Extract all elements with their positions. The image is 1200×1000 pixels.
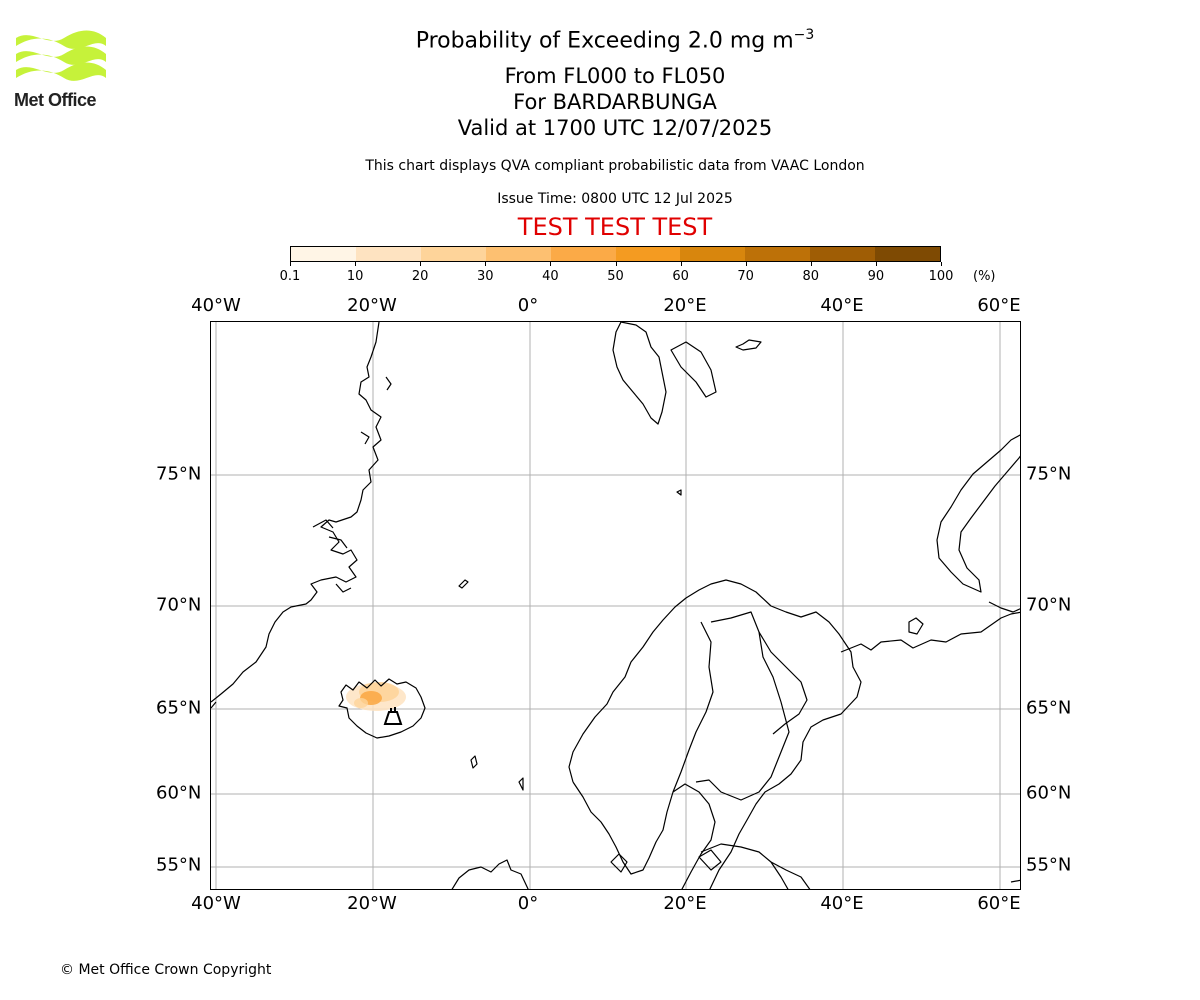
colorbar-segment <box>291 247 356 261</box>
lat-label-left: 70°N <box>156 594 202 616</box>
lat-label-right: 70°N <box>1026 594 1072 616</box>
lon-label-top: 40°E <box>820 295 864 316</box>
novaya-zemlya-coast <box>936 434 1020 593</box>
colorbar-segment <box>355 247 421 261</box>
russia-coast <box>840 611 1020 653</box>
colorbar-segment <box>420 247 486 261</box>
colorbar-tick-mark <box>550 262 552 266</box>
probability-colorbar <box>290 246 941 262</box>
valid-time: Valid at 1700 UTC 12/07/2025 <box>457 116 773 140</box>
volcano-icon <box>383 707 403 725</box>
lat-label-right: 55°N <box>1026 854 1072 876</box>
lon-label-bottom: 60°E <box>977 893 1021 914</box>
greenland-coast <box>211 322 382 703</box>
flight-level-range: From FL000 to FL050 <box>504 64 726 88</box>
lon-label-top: 60°E <box>977 295 1021 316</box>
lon-label-top: 0° <box>517 295 539 316</box>
lon-label-bottom: 20°W <box>347 893 397 914</box>
coastlines <box>211 322 1020 889</box>
lon-label-top: 20°W <box>347 295 397 316</box>
colorbar-segment <box>680 247 746 261</box>
colorbar-tick-mark <box>941 262 942 266</box>
colorbar-tick-label: 40 <box>542 269 559 284</box>
lat-label-right: 60°N <box>1026 782 1072 804</box>
colorbar-segment <box>615 247 681 261</box>
chart-title: Probability of Exceeding 2.0 mg m−3 <box>415 27 815 54</box>
colorbar-unit: (%) <box>973 269 996 284</box>
volcano-name: For BARDARBUNGA <box>513 90 717 114</box>
lat-label-left: 60°N <box>156 782 202 804</box>
colorbar-segment <box>810 247 876 261</box>
colorbar-tick-mark <box>290 262 291 266</box>
colorbar-tick-label: 50 <box>607 269 624 284</box>
copyright-notice: © Met Office Crown Copyright <box>60 962 272 978</box>
lat-label-left: 75°N <box>156 463 202 485</box>
lon-label-top: 40°W <box>191 295 241 316</box>
map-panel <box>210 321 1021 890</box>
issue-time: Issue Time: 0800 UTC 12 Jul 2025 <box>497 191 733 207</box>
colorbar-tick-mark <box>680 262 682 266</box>
colorbar-tick-label: 20 <box>411 269 429 284</box>
map-canvas <box>211 322 1020 889</box>
colorbar-segment <box>485 247 551 261</box>
colorbar-tick-label: 90 <box>867 269 885 284</box>
graticule <box>211 322 1020 889</box>
met-office-logo: Met Office <box>14 30 110 112</box>
colorbar-tick-label: 80 <box>802 269 820 284</box>
colorbar-tick-label: 30 <box>477 269 494 284</box>
colorbar-tick-label: 10 <box>346 269 364 284</box>
colorbar-tick-label: 0.1 <box>279 269 301 284</box>
met-office-waves-icon <box>16 30 106 81</box>
colorbar-tick-mark <box>420 262 422 266</box>
lon-label-top: 20°E <box>663 295 707 316</box>
colorbar-tick-mark <box>745 262 747 266</box>
iceland-coast <box>338 678 426 739</box>
colorbar-tick-mark <box>810 262 812 266</box>
lat-label-left: 55°N <box>156 854 202 876</box>
colorbar-tick-mark <box>485 262 487 266</box>
ash-probability-plume <box>346 682 406 711</box>
lon-label-bottom: 0° <box>517 893 539 914</box>
test-banner: TEST TEST TEST <box>517 213 713 241</box>
colorbar-tick-label: 70 <box>737 269 754 284</box>
colorbar-tick-mark <box>615 262 617 266</box>
colorbar-segment <box>745 247 811 261</box>
lat-label-right: 65°N <box>1026 697 1072 719</box>
colorbar-tick-label: 60 <box>672 269 689 284</box>
lon-label-bottom: 40°E <box>820 893 864 914</box>
british-isles-coast <box>451 859 529 889</box>
lat-label-left: 65°N <box>156 697 202 719</box>
chart-note: This chart displays QVA compliant probab… <box>365 158 865 174</box>
met-office-logo-text: Met Office <box>14 90 97 110</box>
colorbar-tick-mark <box>875 262 877 266</box>
colorbar-tick-mark <box>355 262 357 266</box>
svalbard-coast <box>612 322 667 425</box>
scandinavia-coast <box>568 579 862 889</box>
colorbar-tick-label: 100 <box>928 269 954 284</box>
lon-label-bottom: 20°E <box>663 893 707 914</box>
colorbar-segment <box>550 247 616 261</box>
lon-label-bottom: 40°W <box>191 893 241 914</box>
lat-label-right: 75°N <box>1026 463 1072 485</box>
colorbar-segment <box>875 247 941 261</box>
